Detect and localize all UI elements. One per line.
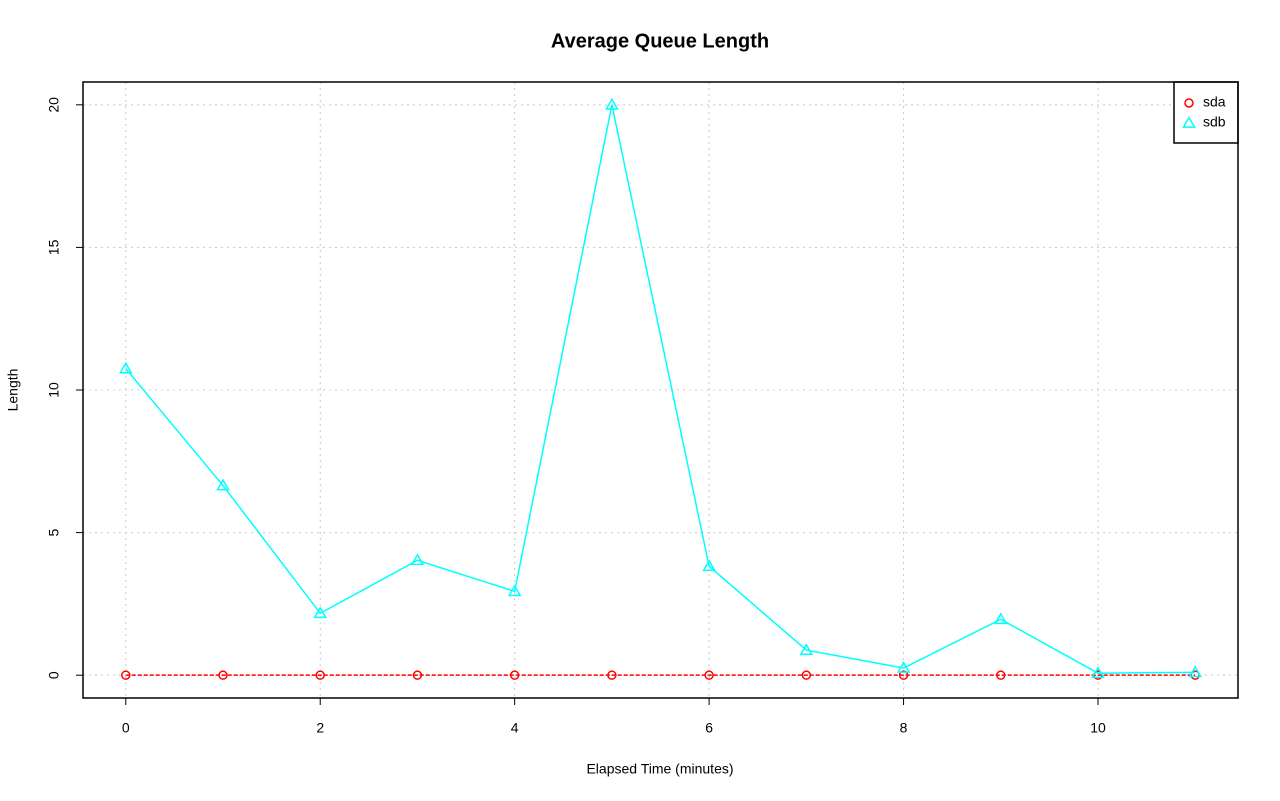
series-line <box>125 104 1196 674</box>
legend-label: sdb <box>1203 114 1226 130</box>
x-tick-label: 6 <box>705 720 713 736</box>
plot-frame <box>82 81 1239 699</box>
data-point <box>121 670 131 680</box>
data-point <box>799 643 814 655</box>
y-tick-label: 20 <box>46 97 62 113</box>
data-point <box>605 97 619 110</box>
data-point <box>216 478 230 491</box>
chart-title: Average Queue Length <box>551 30 769 52</box>
x-tick-label: 8 <box>900 720 908 736</box>
data-point <box>704 670 714 680</box>
x-tick-label: 0 <box>122 720 130 736</box>
data-point <box>412 670 423 680</box>
data-point <box>118 361 133 374</box>
data-point <box>313 606 328 619</box>
data-point <box>607 670 617 680</box>
data-point <box>410 553 425 566</box>
data-point <box>896 661 911 673</box>
data-point <box>996 670 1006 680</box>
y-tick-label: 15 <box>46 239 62 255</box>
data-point <box>702 559 716 572</box>
y-tick-label: 0 <box>46 671 62 679</box>
data-point <box>801 670 812 680</box>
x-axis-label: Elapsed Time (minutes) <box>586 761 733 777</box>
y-tick-label: 5 <box>46 528 62 536</box>
legend-box <box>1173 81 1239 144</box>
data-point <box>509 670 520 680</box>
legend-marker <box>1182 115 1196 128</box>
data-point <box>898 670 909 680</box>
data-point <box>1091 666 1105 679</box>
x-tick-label: 2 <box>316 720 324 736</box>
x-tick-label: 4 <box>511 720 519 736</box>
data-point <box>507 584 522 597</box>
data-point <box>1188 665 1203 678</box>
x-tick-label: 10 <box>1090 720 1106 736</box>
y-axis-label: Length <box>5 369 21 412</box>
legend-label: sda <box>1203 94 1226 110</box>
data-point <box>993 612 1008 625</box>
legend-marker <box>1184 98 1194 108</box>
y-tick-label: 10 <box>46 382 62 398</box>
data-point <box>315 670 325 680</box>
data-point <box>218 670 228 680</box>
